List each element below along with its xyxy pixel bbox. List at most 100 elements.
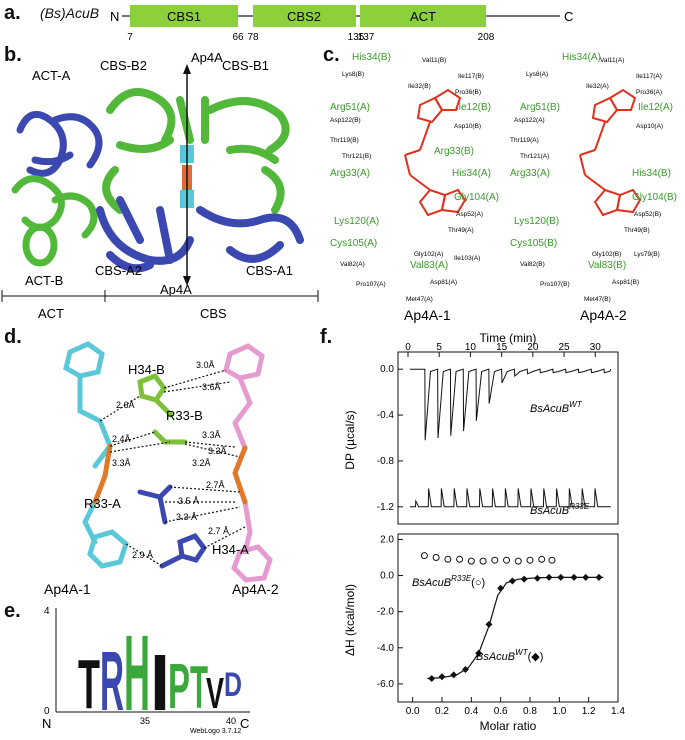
time-tick-label: 25 [558,342,570,353]
cbs1-start: 7 [127,32,133,43]
cbs2-end: 135 [348,32,365,43]
lc-g6: Gly104(A) [454,192,499,203]
panel-a-letter: a. [4,2,21,24]
dist-2: 2.6Å [116,400,135,410]
panel-c-ligplot: His34(B) Arg51(A) Ile12(B) Arg33(B) His3… [330,50,682,325]
lc-b4: Pro36(B) [455,89,481,96]
rc-b14: Pro107(B) [540,281,570,288]
logo-letter-I: I [150,638,170,727]
wt-data-point [533,574,541,582]
legend-wt: BsAcuBWT(◆) [476,648,543,663]
lc-g9: Val83(A) [410,260,448,271]
wt-data-point [438,673,446,681]
r33e-data-point [420,552,428,560]
fit-line [427,576,604,680]
cbs-a1-label: CBS-A1 [246,263,293,278]
ap4a2-phosphate [232,445,248,505]
dist-0: 3.0Å [196,360,215,370]
rc-b1: Ile117(A) [636,73,662,80]
r33e-data-point [514,557,522,565]
ap4a-bottom-label: Ap4A [160,282,192,297]
legend-r33e: BsAcuBR33E(○) [412,574,485,589]
cbs1-label: CBS1 [167,9,201,24]
wt-data-point [485,620,493,628]
cbs-a2-label: CBS-A2 [95,263,142,278]
h34b-label: H34-B [128,362,165,377]
cbs-b1-label: CBS-B1 [222,58,269,73]
c-term-label: C [564,9,573,24]
lc-b0: Val11(B) [422,57,446,64]
rc-b8: Thr121(A) [520,153,549,160]
domain-bar-svg: N C CBS1 CBS2 ACT 7 66 78 135 137 208 [110,5,573,43]
time-tick-label: 10 [465,342,477,353]
ap4a1-phosphate [92,443,113,505]
ap4a1-sticks [63,341,129,569]
domain-bar: N C CBS1 CBS2 ACT 7 66 78 135 137 208 [110,4,580,44]
structure-cartoon: Ap4A Ap4A ACT-A ACT-B CBS-B2 CBS-B1 CBS-… [1,50,319,321]
logo-y-top: 4 [44,606,50,617]
cbs1-domain [130,5,238,27]
wt-data-point [595,573,603,581]
dp-tick-label: 0.0 [380,364,394,375]
itc-svg: Time (min) 0 5 10 15 20 25 30 0.0-0.4-0.8-1.2 … [343,331,625,733]
dh-tick-label: -2.0 [377,607,395,618]
dh-tick-label: 2.0 [380,534,394,545]
rc-b5: Asp122(A) [514,117,545,124]
logo-letter-T2: T [190,654,208,721]
panel-b-letter: b. [4,44,22,66]
logo-letter-R: R [100,634,124,728]
panel-d-letter: d. [4,326,22,348]
lc-g0: His34(B) [352,52,391,63]
h34a-label: H34-A [212,542,249,557]
cbs2-label: CBS2 [287,9,321,24]
rc-g3: His34(B) [632,168,671,179]
logo-n: N [42,716,51,731]
rc-g2: Ile12(A) [638,102,673,113]
ligplot-left-skeleton [404,88,467,217]
time-tick-label: 5 [436,342,442,353]
molar-tick-label: 0.2 [435,706,449,717]
act-domain [360,5,486,27]
dist-6: 3.3Å [208,446,227,456]
molar-tick-label: 0.8 [523,706,537,717]
lc-b16: Met47(A) [406,296,433,303]
cbs2-start: 78 [247,32,259,43]
dh-tick-label: -4.0 [377,643,395,654]
panel-c-letter: c. [323,44,340,66]
dp-tick-label: -1.2 [377,502,395,513]
rc-b13: Val82(B) [520,261,545,268]
rc-g4: Arg33(A) [510,168,550,179]
rc-b16: Met47(B) [584,296,611,303]
time-tick-label: 30 [590,342,602,353]
r33e-data-point [467,557,475,565]
r33e-data-point [444,555,452,563]
lc-b2: Lys8(B) [342,71,364,78]
act-end: 208 [478,32,495,43]
cbs-b-domains [102,88,290,214]
r33e-points [420,552,556,565]
wt-data-point [582,573,590,581]
lc-b1: Ile117(B) [458,73,484,80]
wt-points [428,573,603,683]
wt-data-point [450,671,458,679]
rc-b15: Asp81(B) [612,279,639,286]
dist-4: 3.3Å [112,458,131,468]
rc-b4: Pro36(A) [636,89,662,96]
cbs1-end: 66 [232,32,244,43]
ligplot-right-skeleton [579,88,642,217]
r33e-data-point [526,556,534,564]
dh-frame [397,533,619,703]
logo-letter-D: D [224,666,242,704]
rc-b0: Val11(A) [600,57,624,64]
wt-data-point [428,675,436,683]
logo-letter-V: V [206,669,224,718]
chain-a-residues [137,484,208,569]
ap4a2-caption: Ap4A-2 [580,307,627,323]
molar-tick-label: 0.4 [464,706,478,717]
rc-g7: Cys105(B) [510,238,557,249]
act-b-domain [11,175,98,267]
lc-g5: Arg33(A) [330,168,370,179]
lc-b12: Ile103(A) [454,255,480,262]
panel-d-interface: H34-B R33-B R33-A H34-A 3.0Å 3.6Å 2.6Å 2… [40,332,320,600]
r33e-data-point [503,556,511,564]
